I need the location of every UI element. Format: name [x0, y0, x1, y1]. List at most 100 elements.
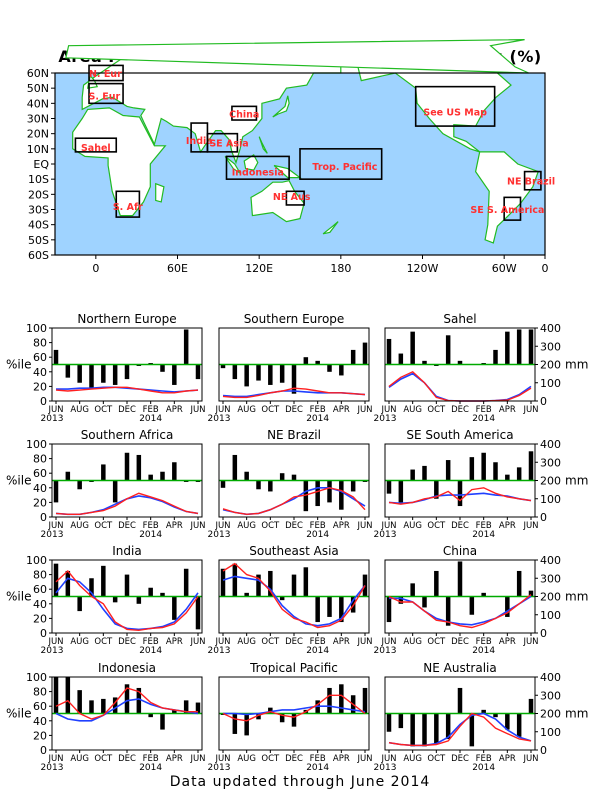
precip-mm-line [222, 487, 366, 516]
precip-mm-line [222, 562, 366, 629]
year-label: 2014 [139, 530, 162, 540]
year-label: 2013 [208, 414, 231, 424]
mm-axis-label: mm [565, 474, 588, 488]
month-tick-label: JUN [47, 521, 63, 531]
percentile-bar [148, 713, 153, 718]
percentile-bar [410, 713, 415, 747]
mm-tick-label: 200 [540, 475, 561, 488]
percentile-bar [268, 364, 273, 385]
percentile-bar [112, 596, 118, 603]
percentile-bar [493, 349, 498, 365]
precip-mm-line [55, 386, 199, 394]
year-label: 2013 [208, 646, 231, 656]
percentile-bar [65, 471, 71, 481]
percentile-bar [410, 469, 415, 481]
percentile-bar [457, 561, 463, 597]
month-tick-label: OCT [261, 405, 280, 415]
percentile-bar [398, 713, 404, 729]
percentile-bar [398, 596, 404, 604]
percentile-bar [327, 596, 332, 617]
lat-tick-label: 60N [27, 67, 49, 80]
region-box [285, 190, 305, 206]
percentile-tick-label: 20 [33, 380, 47, 393]
month-tick-label: APR [166, 521, 183, 531]
percentile-bar [136, 687, 142, 714]
mm-axis-label: mm [565, 358, 588, 372]
month-tick-label: FEB [476, 521, 492, 531]
sumatra-land [224, 155, 241, 174]
percentile-bar [53, 480, 59, 503]
panel-sahel: Sahel 0 100 200 300 400 mm JUN AUG OCT DEC FEB APR JU… [374, 312, 589, 424]
percentile-bar [136, 454, 142, 481]
percentile-bar [256, 574, 261, 597]
mm-tick-label: 200 [540, 708, 561, 721]
percentile-bar [112, 480, 118, 503]
world-map: 60N 50N 40N 30N 20N 10N EQ 10S 20S 30S 40S 50S 60S 0 6… [27, 39, 555, 275]
month-tick-label: OCT [94, 521, 113, 531]
percentile-bar [160, 713, 165, 730]
percentile-tick-label: 20 [33, 729, 47, 742]
month-tick-label: AUG [237, 637, 256, 647]
panel-title: Southern Europe [244, 312, 345, 326]
percentile-bar [362, 687, 368, 714]
percentile-bar [160, 364, 165, 372]
percentile-tick-label: 40 [33, 715, 47, 728]
year-label: 2013 [208, 530, 231, 540]
month-tick-label: AUG [70, 521, 89, 531]
month-tick-label: JUN [214, 637, 230, 647]
percentile-bar [89, 364, 94, 388]
region-label: NE Aus [273, 192, 311, 203]
lon-tick-label: 0 [92, 262, 99, 275]
percentile-tick-label: 80 [33, 686, 47, 699]
percentile-bar [232, 713, 238, 734]
month-tick-label: FEB [476, 754, 492, 764]
percentile-bar [195, 702, 201, 714]
percentile-bar [362, 342, 368, 365]
percentile-bar [291, 474, 297, 481]
percentile-bar [53, 677, 59, 714]
percentile-bar [339, 684, 344, 714]
month-tick-label: APR [166, 637, 183, 647]
percentile-tick-label: 60 [33, 700, 47, 713]
region-label: Sahel [81, 143, 111, 154]
percentile-bar [232, 364, 238, 380]
panel-title: China [443, 544, 477, 558]
percentile-bar [112, 697, 118, 714]
percentile-tick-label: 20 [33, 612, 47, 625]
mm-axis-label: mm [565, 707, 588, 721]
month-tick-label: AUG [403, 521, 422, 531]
percentile-bar [244, 471, 249, 481]
month-tick-label: OCT [427, 405, 446, 415]
year-label: 2013 [374, 763, 397, 773]
month-tick-label: APR [333, 637, 350, 647]
normal-mm-line [388, 712, 532, 747]
month-tick-label: FEB [143, 637, 159, 647]
region-box [88, 64, 124, 82]
month-tick-label: APR [499, 637, 516, 647]
month-tick-label: JUN [47, 405, 63, 415]
year-label: 2014 [472, 763, 495, 773]
percentile-bar [469, 457, 475, 481]
year-label: 2013 [41, 530, 64, 540]
percentile-bar [481, 709, 486, 714]
region-label: Trop. Pacific [312, 162, 377, 173]
month-tick-label: JUN [522, 521, 538, 531]
percentile-tick-label: 20 [33, 496, 47, 509]
region-label: Indonesia [232, 167, 284, 178]
percentile-bar [493, 462, 498, 481]
month-tick-label: OCT [94, 405, 113, 415]
percentile-bar [279, 364, 285, 383]
lon-tick-label: 180 [330, 262, 351, 275]
month-tick-label: OCT [427, 754, 446, 764]
month-tick-label: JUN [214, 405, 230, 415]
percentile-tick-label: 0 [40, 395, 47, 408]
percentile-bar [303, 567, 309, 597]
panel-title: NE Brazil [267, 428, 321, 442]
region-box [115, 190, 141, 218]
month-tick-label: JUN [380, 637, 396, 647]
percentile-bar [481, 452, 486, 481]
month-tick-label: OCT [94, 637, 113, 647]
month-tick-label: DEC [451, 754, 469, 764]
percentile-tick-label: 100 [26, 554, 47, 567]
percentile-bar [268, 480, 273, 492]
